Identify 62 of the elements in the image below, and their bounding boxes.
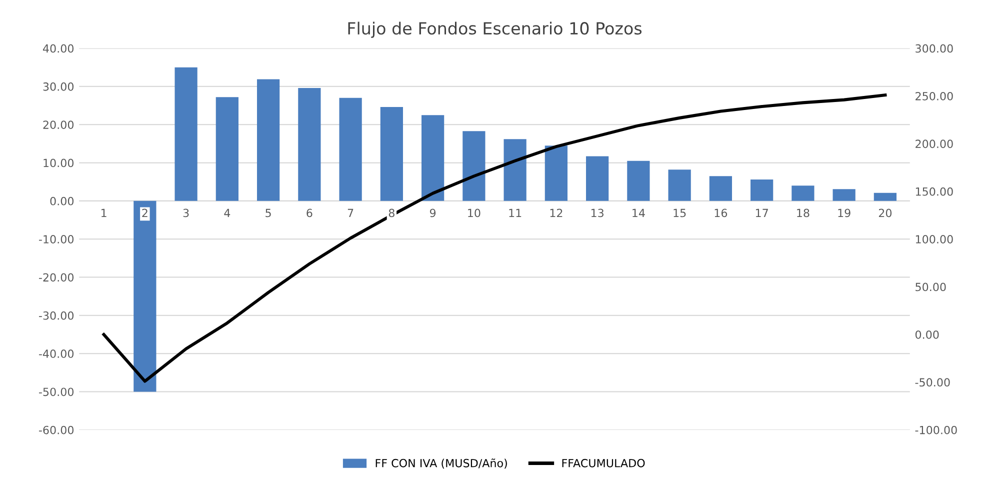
y2-tick-label: 0.00 [915,330,939,339]
x-tick-label: 15 [674,208,686,218]
legend-label: FF CON IVA (MUSD/Año) [376,458,507,469]
y2-tick-label: 150.00 [916,187,953,196]
y2-tick-label: -100.00 [915,426,957,434]
y2-tick-label: 250.00 [916,92,953,100]
x-tick-label: 5 [266,208,271,218]
y-tick-label: 40.00 [42,44,74,53]
y-tick-label: 20.00 [43,120,74,129]
bar [256,79,280,201]
x-tick-label: 13 [591,208,604,218]
y-tick-label: 0.00 [50,196,74,206]
x-tick-label: 6 [306,208,312,218]
x-tick-label: 1 [101,208,106,217]
x-tick-label: 2 [142,208,148,217]
x-tick-label: 16 [714,208,728,218]
bar [216,97,238,201]
y2-tick-label: 300.00 [916,44,953,53]
bar [462,131,486,201]
x-tick-label: 8 [388,208,394,218]
bar [709,176,732,201]
x-tick-label: 7 [348,208,354,217]
legend-label: FFACUMULADO [562,458,645,468]
bar [832,189,856,201]
bar [792,186,814,201]
bar [586,156,609,201]
y2-tick-label: -50.00 [915,378,950,387]
x-tick-label: 14 [632,208,645,217]
x-tick-label: 20 [878,208,892,218]
y-tick-label: -20.00 [38,273,74,282]
bar [874,192,897,201]
x-tick-label: 11 [509,208,522,217]
bar [504,139,526,201]
bar [380,107,403,201]
x-tick-label: 12 [550,208,562,217]
bar [174,67,198,201]
bar [544,146,568,201]
bar [627,160,650,201]
bar [134,200,156,392]
y-tick-label: -50.00 [38,388,74,396]
x-tick-label: 18 [797,208,810,218]
y2-tick-label: 100.00 [916,235,953,244]
x-tick-label: 17 [756,208,768,217]
y-tick-label: -60.00 [38,426,74,434]
y-tick-label: -10.00 [38,235,74,244]
bar [298,88,321,201]
x-tick-label: 10 [468,208,480,218]
y-tick-label: 30.00 [43,82,74,91]
y-tick-label: 10.00 [44,158,74,168]
x-tick-label: 9 [430,208,436,218]
bar [750,180,774,201]
x-tick-label: 4 [224,208,230,217]
bar [422,115,444,201]
y2-tick-label: 50.00 [916,282,946,292]
x-tick-label: 19 [838,208,850,218]
bar [668,170,691,201]
bar [339,98,362,201]
y-tick-label: -40.00 [38,350,74,358]
y-tick-label: -30.00 [38,311,74,320]
x-tick-label: 3 [183,208,189,218]
chart-title: Flujo de Fondos Escenario 10 Pozos [348,22,642,38]
y2-tick-label: 200.00 [916,140,953,148]
